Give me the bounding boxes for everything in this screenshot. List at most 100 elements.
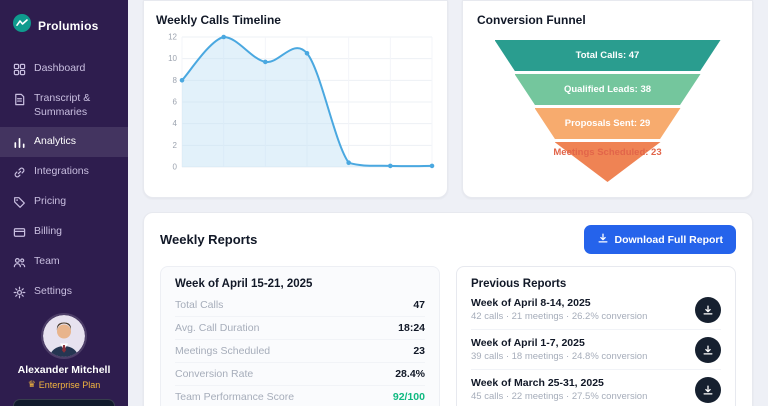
svg-text:12: 12 (168, 33, 177, 42)
sidebar-item-label: Analytics (34, 135, 77, 148)
stat-label: Total Calls (175, 299, 224, 311)
stat-row-meetings-scheduled: Meetings Scheduled 23 (175, 340, 425, 363)
sidebar-item-label: Dashboard (34, 62, 86, 74)
pricing-icon (13, 196, 26, 209)
funnel-segment-label: Qualified Leads: 38 (563, 84, 652, 95)
sidebar-menu: Dashboard Transcript & Summaries Analyti… (0, 54, 128, 307)
previous-reports-card: Previous Reports Week of April 8-14, 202… (456, 266, 736, 406)
calls-timeline-chart: 0 2 4 6 8 10 12 (168, 33, 435, 172)
logo-text: Prolumios (38, 18, 99, 33)
avatar (43, 315, 85, 358)
sidebar-item-label: Team (34, 255, 60, 268)
conversion-funnel-chart: Total Calls: 47 Qualified Leads: 38 Prop… (477, 40, 738, 182)
transcript-icon (13, 93, 26, 106)
download-full-report-button[interactable]: Download Full Report (583, 225, 736, 254)
funnel-segment-meetings-scheduled: Meetings Scheduled: 23 (553, 142, 662, 182)
stat-row-conversion-rate: Conversion Rate 28.4% (175, 363, 425, 386)
funnel-segment-label: Proposals Sent: 29 (564, 118, 651, 129)
integrations-icon (13, 166, 26, 179)
stat-label: Conversion Rate (175, 368, 254, 380)
funnel-segment-label: Total Calls: 47 (575, 50, 640, 61)
sidebar-item-label: Billing (34, 225, 63, 238)
timeline-card-title: Weekly Calls Timeline (156, 13, 281, 27)
sidebar-item-label: Transcript & Summaries (34, 92, 91, 118)
report-row-meta: 42 calls · 21 meetings · 26.2% conversio… (471, 311, 648, 322)
download-icon (597, 232, 609, 247)
report-row-title: Week of April 1-7, 2025 (471, 337, 585, 349)
main-content: Weekly Calls Timeline 0 2 4 6 8 10 12 Conversi… (128, 0, 768, 406)
download-full-report-label: Download Full Report (614, 233, 724, 246)
funnel-segment-proposals-sent: Proposals Sent: 29 (534, 108, 681, 139)
funnel-shape (534, 108, 681, 139)
plan-badge: ♛ Enterprise Plan (28, 379, 101, 390)
sidebar-item-billing[interactable]: Billing (0, 217, 128, 247)
billing-icon (13, 226, 26, 239)
report-row: Week of April 1-7, 2025 39 calls · 18 me… (471, 330, 721, 370)
funnel-shape (494, 40, 721, 71)
stat-value: 92/100 (392, 391, 425, 403)
current-week-title: Week of April 15-21, 2025 (175, 278, 313, 290)
analytics-icon (13, 136, 26, 149)
funnel-segment-total-calls: Total Calls: 47 (494, 40, 721, 71)
dashboard-icon (13, 63, 26, 76)
sign-out-button[interactable]: Sign Out (13, 399, 115, 406)
stat-label: Avg. Call Duration (175, 322, 260, 334)
report-row-title: Week of April 8-14, 2025 (471, 297, 591, 309)
sidebar-item-dashboard[interactable]: Dashboard (0, 54, 128, 84)
sidebar-item-label: Pricing (34, 195, 67, 208)
user-name: Alexander Mitchell (17, 364, 111, 377)
logo-icon (12, 13, 32, 38)
funnel-shape (514, 74, 701, 105)
current-week-report-card: Week of April 15-21, 2025 Total Calls 47… (160, 266, 440, 406)
sidebar-item-team[interactable]: Team (0, 247, 128, 277)
conversion-funnel-card: Conversion Funnel Total Calls: 47 Qualif… (462, 0, 753, 198)
weekly-calls-timeline-card: Weekly Calls Timeline 0 2 4 6 8 10 12 (143, 0, 448, 198)
plan-label: Enterprise Plan (38, 379, 101, 390)
stat-row-team-performance-score: Team Performance Score 92/100 (175, 386, 425, 406)
crown-icon: ♛ (27, 379, 36, 390)
svg-text:4: 4 (173, 119, 178, 128)
sidebar-item-settings[interactable]: Settings (0, 277, 128, 307)
stat-value: 23 (413, 345, 425, 357)
report-row-title: Week of March 25-31, 2025 (471, 377, 604, 389)
svg-text:2: 2 (173, 141, 178, 150)
weekly-reports-title: Weekly Reports (160, 232, 258, 247)
previous-reports-title: Previous Reports (471, 278, 567, 290)
stat-label: Meetings Scheduled (175, 345, 271, 357)
team-icon (13, 256, 26, 269)
funnel-segment-label: Meetings Scheduled: 23 (553, 147, 662, 158)
user-panel: Alexander Mitchell ♛ Enterprise Plan Sig… (0, 307, 128, 406)
sidebar-item-integrations[interactable]: Integrations (0, 157, 128, 187)
svg-text:6: 6 (173, 98, 178, 107)
sidebar-item-transcript-summaries[interactable]: Transcript & Summaries (0, 84, 128, 127)
funnel-card-title: Conversion Funnel (477, 13, 586, 27)
report-row: Week of April 8-14, 2025 42 calls · 21 m… (471, 290, 721, 330)
svg-text:10: 10 (168, 54, 177, 63)
sidebar-item-label: Integrations (34, 165, 89, 178)
report-row-meta: 39 calls · 18 meetings · 24.8% conversio… (471, 351, 648, 362)
stat-row-total-calls: Total Calls 47 (175, 294, 425, 317)
stat-value: 18:24 (398, 322, 425, 334)
report-row: Week of March 25-31, 2025 45 calls · 22 … (471, 370, 721, 406)
svg-text:8: 8 (173, 76, 178, 85)
stat-row-avg-call-duration: Avg. Call Duration 18:24 (175, 317, 425, 340)
funnel-segment-qualified-leads: Qualified Leads: 38 (514, 74, 701, 105)
previous-reports-list: Week of April 8-14, 2025 42 calls · 21 m… (471, 290, 721, 406)
download-report-button[interactable] (695, 296, 721, 323)
current-week-stats: Total Calls 47 Avg. Call Duration 18:24 … (175, 294, 425, 406)
report-row-meta: 45 calls · 22 meetings · 27.5% conversio… (471, 391, 648, 402)
weekly-reports-card: Weekly Reports Download Full Report Week… (143, 212, 753, 406)
logo: Prolumios (0, 0, 128, 50)
stat-value: 28.4% (395, 368, 425, 380)
svg-text:0: 0 (173, 163, 178, 172)
download-report-button[interactable] (695, 336, 721, 363)
stat-label: Team Performance Score (175, 391, 295, 403)
sidebar-item-label: Settings (34, 285, 72, 298)
download-report-button[interactable] (695, 376, 721, 403)
settings-icon (13, 286, 26, 299)
sidebar-item-pricing[interactable]: Pricing (0, 187, 128, 217)
sidebar-item-analytics[interactable]: Analytics (0, 127, 128, 158)
stat-value: 47 (413, 299, 425, 311)
sidebar: Prolumios Dashboard Transcript & Summari… (0, 0, 128, 406)
